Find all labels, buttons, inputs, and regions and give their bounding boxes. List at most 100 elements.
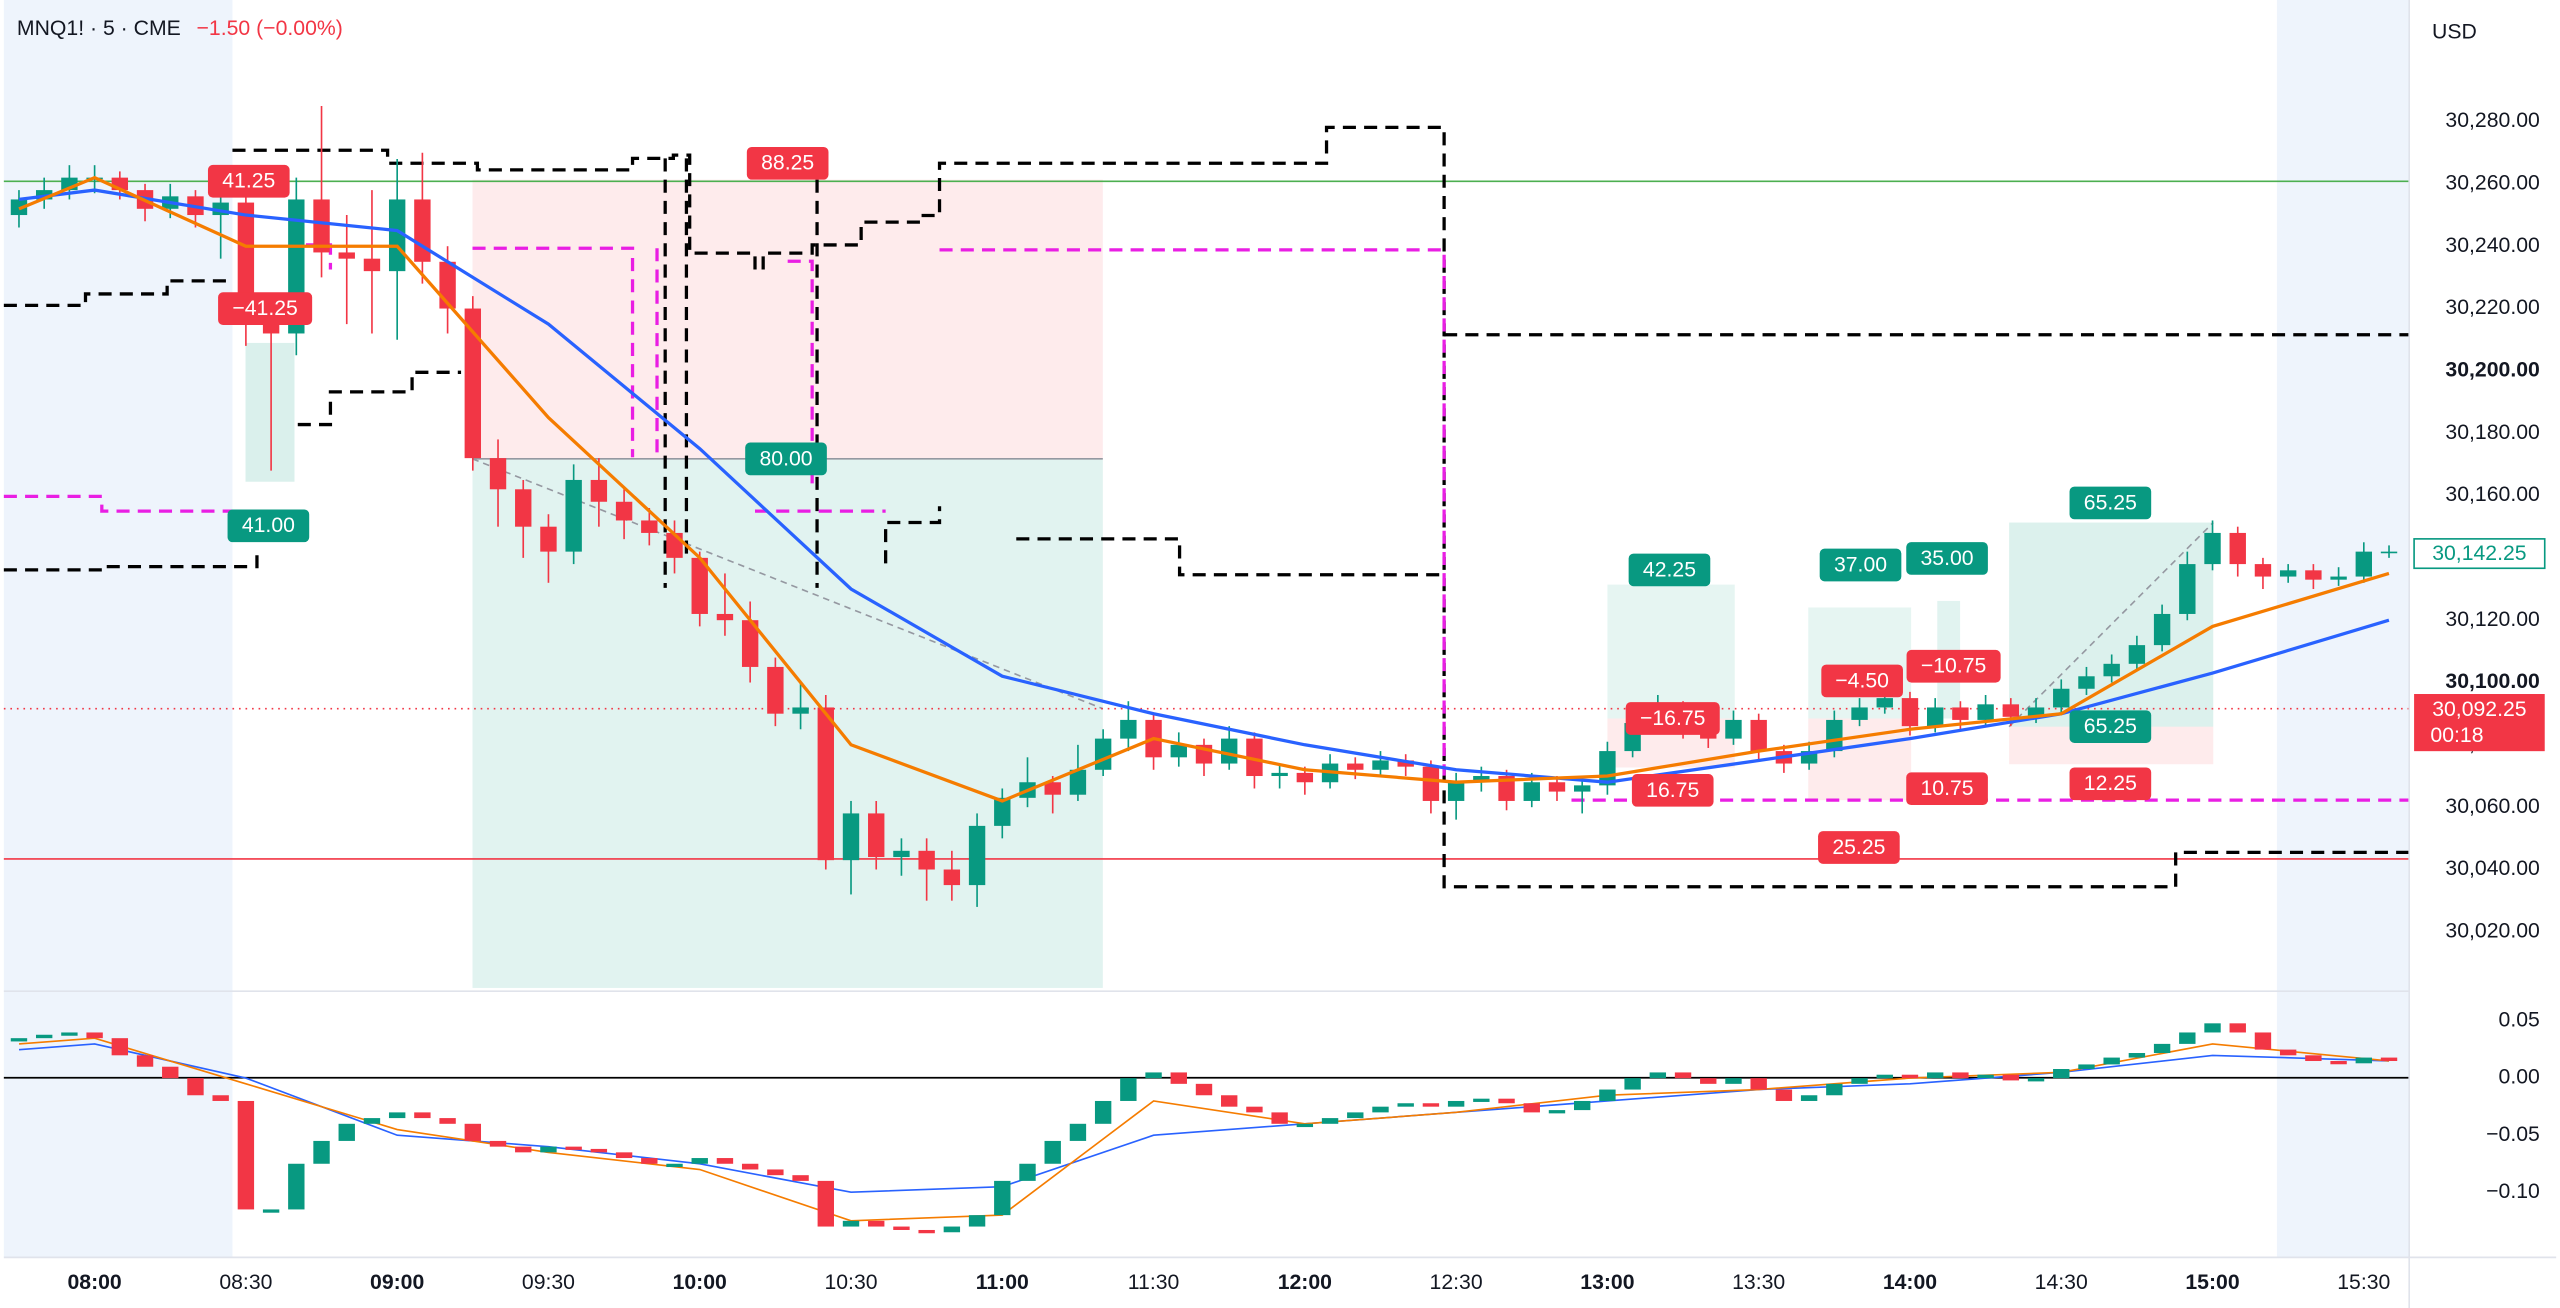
- osc-bar: [489, 1140, 507, 1147]
- trade-label: 88.25: [761, 152, 814, 175]
- candle-body: [1044, 782, 1061, 795]
- osc-bar: [1977, 1074, 1994, 1079]
- osc-bar: [792, 1175, 809, 1181]
- osc-bar: [1700, 1078, 1717, 1084]
- candle-body: [565, 479, 582, 552]
- candle-body: [1901, 698, 1919, 727]
- candle-body: [1170, 744, 1187, 758]
- osc-bar: [1044, 1140, 1061, 1164]
- candle-body: [338, 252, 355, 259]
- level-step: [3, 279, 233, 307]
- x-tick-label: 08:00: [67, 1271, 121, 1294]
- mark-price: 30,092.25: [2432, 698, 2526, 721]
- candle-body: [540, 526, 557, 552]
- mark-price-box: [2414, 694, 2545, 752]
- osc-bar: [943, 1226, 961, 1233]
- osc-bar: [716, 1158, 734, 1164]
- osc-bar: [540, 1146, 557, 1153]
- osc-bar: [2355, 1057, 2373, 1064]
- candle-body: [2355, 551, 2373, 577]
- candle-body: [1851, 707, 1868, 720]
- osc-bar: [1195, 1083, 1213, 1096]
- osc-bar: [1271, 1112, 1288, 1124]
- osc-bar: [363, 1118, 381, 1124]
- x-tick-label: 10:30: [824, 1271, 877, 1294]
- osc-bar: [1447, 1100, 1465, 1107]
- trade-path: [2008, 521, 2214, 728]
- y-tick-label: 30,260.00: [2445, 171, 2539, 194]
- y-tick-label: 30,040.00: [2445, 857, 2539, 880]
- osc-bar: [1246, 1106, 1263, 1113]
- candle-body: [1977, 704, 1994, 720]
- osc-bar: [1952, 1072, 1969, 1079]
- candle-body: [641, 520, 658, 533]
- osc-bar: [641, 1158, 658, 1164]
- x-tick-label: 12:30: [1430, 1271, 1483, 1294]
- trade-label-box: [746, 146, 829, 180]
- candle-body: [489, 458, 507, 490]
- osc-bar: [1599, 1089, 1616, 1101]
- trade-label-box: [227, 509, 310, 543]
- osc-bar: [1876, 1074, 1893, 1079]
- osc-bar: [590, 1148, 608, 1153]
- candle-body: [464, 308, 482, 459]
- candle-body: [968, 825, 986, 886]
- osc-bar: [1926, 1072, 1944, 1079]
- level-step: [3, 494, 233, 513]
- osc-bar: [968, 1215, 986, 1227]
- osc-bar: [237, 1100, 255, 1210]
- y-tick-label: 30,280.00: [2445, 109, 2539, 132]
- osc-bar: [1725, 1078, 1742, 1084]
- osc-bar: [1523, 1103, 1540, 1113]
- indicator-line: [18, 175, 2390, 803]
- profit-zone: [1607, 584, 1735, 719]
- candle-body: [2279, 570, 2297, 577]
- candle-body: [2380, 551, 2398, 554]
- trade-label-box: [745, 442, 827, 476]
- symbol: MNQ1! · 5 · CME: [17, 17, 181, 40]
- osc-bar: [767, 1169, 784, 1176]
- profit-zone: [245, 342, 295, 482]
- osc-bar: [10, 1038, 28, 1042]
- osc-bar: [61, 1032, 78, 1036]
- osc-bar: [918, 1229, 935, 1234]
- candle-body: [2053, 688, 2070, 708]
- candle-body: [691, 557, 708, 614]
- candle-body: [1523, 782, 1540, 801]
- osc-bar: [136, 1055, 154, 1067]
- candle-body: [1952, 707, 1969, 720]
- candle-body: [1397, 760, 1414, 767]
- candle-body: [792, 707, 809, 714]
- osc-bar: [1498, 1098, 1515, 1104]
- x-tick-label: 09:00: [370, 1271, 424, 1294]
- osc-bar: [1624, 1078, 1641, 1090]
- osc-bar: [1775, 1089, 1793, 1101]
- candle-body: [2254, 564, 2272, 577]
- candle-body: [363, 258, 381, 272]
- candle-body: [918, 850, 935, 870]
- osc-bar: [1800, 1095, 1818, 1101]
- trade-label-box: [1819, 548, 1902, 582]
- osc-bar: [842, 1220, 860, 1227]
- osc-bar: [741, 1163, 759, 1170]
- candle-body: [767, 666, 784, 714]
- y-tick-label: 30,160.00: [2445, 483, 2539, 506]
- y-tick-label: 30,180.00: [2445, 421, 2539, 444]
- osc-bar: [439, 1118, 456, 1124]
- candle-body: [262, 324, 280, 334]
- trade-label-box: [218, 292, 313, 325]
- osc-bar: [1851, 1078, 1868, 1084]
- y-tick-label: −0.05: [2486, 1123, 2540, 1146]
- candle-body: [2204, 532, 2221, 565]
- osc-bar: [2078, 1064, 2095, 1069]
- candle-body: [414, 199, 431, 262]
- osc-bar: [1826, 1083, 1843, 1096]
- x-tick-label: 15:30: [2337, 1271, 2390, 1294]
- y-tick-label: 30,020.00: [2445, 919, 2539, 942]
- candle-body: [893, 850, 910, 858]
- marks: 30,020.0030,040.0030,060.0030,080.0030,1…: [10, 105, 2540, 1294]
- osc-bar: [666, 1163, 683, 1168]
- osc-bar: [2305, 1055, 2322, 1062]
- candle-body: [2128, 645, 2146, 664]
